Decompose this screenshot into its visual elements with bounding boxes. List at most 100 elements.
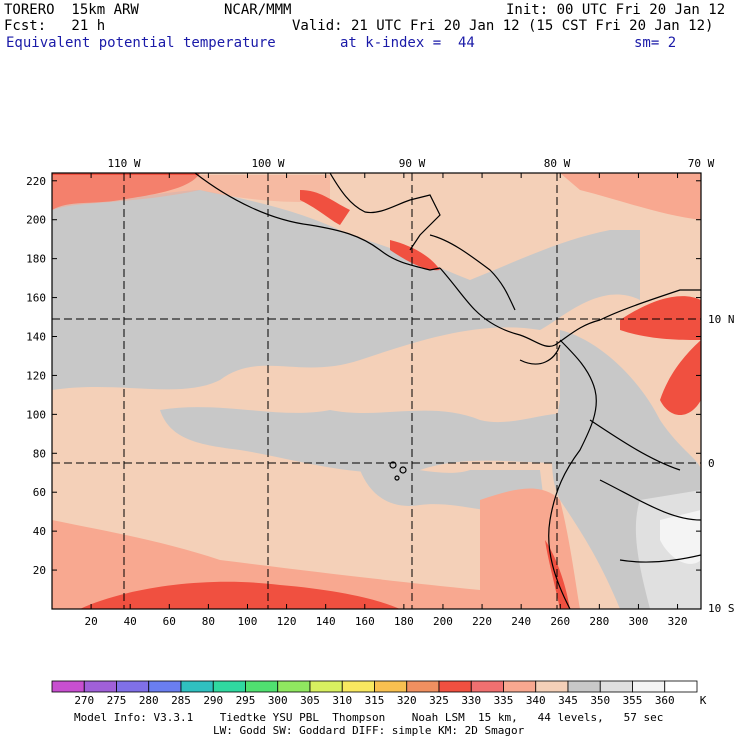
x-tick-label: 40 [124,615,137,628]
x-tick-label: 160 [355,615,375,628]
field-red-south [80,581,400,609]
x-tick-label: 140 [316,615,336,628]
latlon-grid [52,173,701,609]
colorbar-swatch [374,680,408,693]
lon-label-100w: 100 W [251,157,284,170]
lon-labels: 110 W 100 W 90 W 80 W 70 W [107,157,714,170]
map-field [52,173,701,609]
y-tick-label: 100 [26,408,46,421]
colorbar-label: 335 [493,694,514,707]
valid-time: Valid: 21 UTC Fri 20 Jan 12 (15 CST Fri … [292,18,714,34]
colorbar-label: 320 [396,694,417,707]
y-tick-label: 40 [33,525,46,538]
colorbar-label: 330 [461,694,482,707]
colorbar-swatch [116,680,150,693]
y-tick-label: 20 [33,564,46,577]
colorbar-label: 340 [525,694,546,707]
colorbar-swatch [664,680,698,693]
lon-label-90w: 90 W [399,157,426,170]
colorbar-swatch [503,680,537,693]
colorbar [51,680,698,693]
x-tick-label: 260 [550,615,570,628]
x-tick-label: 60 [163,615,176,628]
colorbar-swatch [148,680,182,693]
colorbar-swatch [180,680,214,693]
field-red-ne [620,296,701,415]
lon-label-70w: 70 W [688,157,715,170]
colorbar-swatch [212,680,246,693]
colorbar-label: 350 [590,694,611,707]
footer-model-info: Model Info: V3.3.1 Tiedtke YSU PBL Thomp… [74,711,664,724]
model-name: TORERO 15km ARW [4,2,139,18]
x-tick-label: 300 [629,615,649,628]
colorbar-swatch [406,680,440,693]
colorbar-label: 295 [235,694,256,707]
coast-colombia [599,289,701,321]
colorbar-label: 355 [622,694,643,707]
k-index: at k-index = 44 [340,35,475,51]
field-red-gulf [300,190,350,225]
y-tick-label: 180 [26,253,46,266]
x-tick-label: 240 [511,615,531,628]
field-white [660,510,701,564]
field-salmon-nw [52,175,330,210]
coast-yucatan [329,173,441,251]
colorbar-label: 345 [558,694,578,707]
colorbar-swatch [83,680,117,693]
y-axis-ticks: 220 200 180 160 140 120 100 80 60 40 20 [26,175,701,577]
field-grey-north [52,190,640,390]
coast-mexico [194,173,441,271]
x-tick-label: 180 [394,615,414,628]
colorbar-label: 305 [300,694,320,707]
footer-physics: LW: Godd SW: Goddard DIFF: simple KM: 2D… [213,724,525,737]
colorbar-swatch [567,680,601,693]
coastlines [194,173,701,609]
init-time: Init: 00 UTC Fri 20 Jan 12 [506,2,726,18]
colorbar-label: 280 [138,694,159,707]
colorbar-unit: K [699,694,707,707]
x-tick-label: 220 [472,615,492,628]
colorbar-swatch [470,680,504,693]
colorbar-swatch [51,680,85,693]
colorbar-swatch [535,680,569,693]
forecast-hour: Fcst: 21 h [4,18,106,34]
colorbar-label: 270 [74,694,95,707]
colorbar-swatch [309,680,343,693]
x-tick-label: 80 [202,615,215,628]
colorbar-label: 315 [364,694,385,707]
y-tick-label: 60 [33,486,46,499]
colorbar-label: 275 [106,694,127,707]
colorbar-swatch [438,680,472,693]
y-tick-label: 140 [26,331,46,344]
organization: NCAR/MMM [224,2,292,18]
colorbar-swatch [245,680,279,693]
x-tick-label: 20 [84,615,97,628]
y-tick-label: 120 [26,369,46,382]
colorbar-label: 300 [267,694,288,707]
lat-label-0: 0 [708,457,715,470]
colorbar-label: 285 [171,694,191,707]
x-tick-label: 100 [238,615,258,628]
x-axis-ticks: 20 40 60 80 100 120 140 160 180 200 220 240 260 280 30… [84,173,687,628]
x-tick-label: 320 [668,615,688,628]
coast-south-america [548,339,597,609]
colorbar-label: 325 [429,694,449,707]
y-tick-label: 160 [26,292,46,305]
lat-labels: 10 N 0 10 S [708,313,735,615]
smoothing: sm= 2 [634,35,677,51]
map-frame [51,172,702,610]
colorbar-swatch [632,680,666,693]
lat-label-10n: 10 N [708,313,735,326]
colorbar-label: 290 [203,694,224,707]
field-grey-mid [160,407,600,473]
coast-caribbean [429,234,516,311]
lat-label-10s: 10 S [708,602,735,615]
field-red-guatemala [390,240,440,271]
colorbar-label: 310 [332,694,353,707]
border-countries [519,344,701,563]
y-tick-label: 80 [33,447,46,460]
field-salmon-ne [560,173,701,220]
x-tick-label: 200 [433,615,453,628]
y-tick-label: 220 [26,175,46,188]
